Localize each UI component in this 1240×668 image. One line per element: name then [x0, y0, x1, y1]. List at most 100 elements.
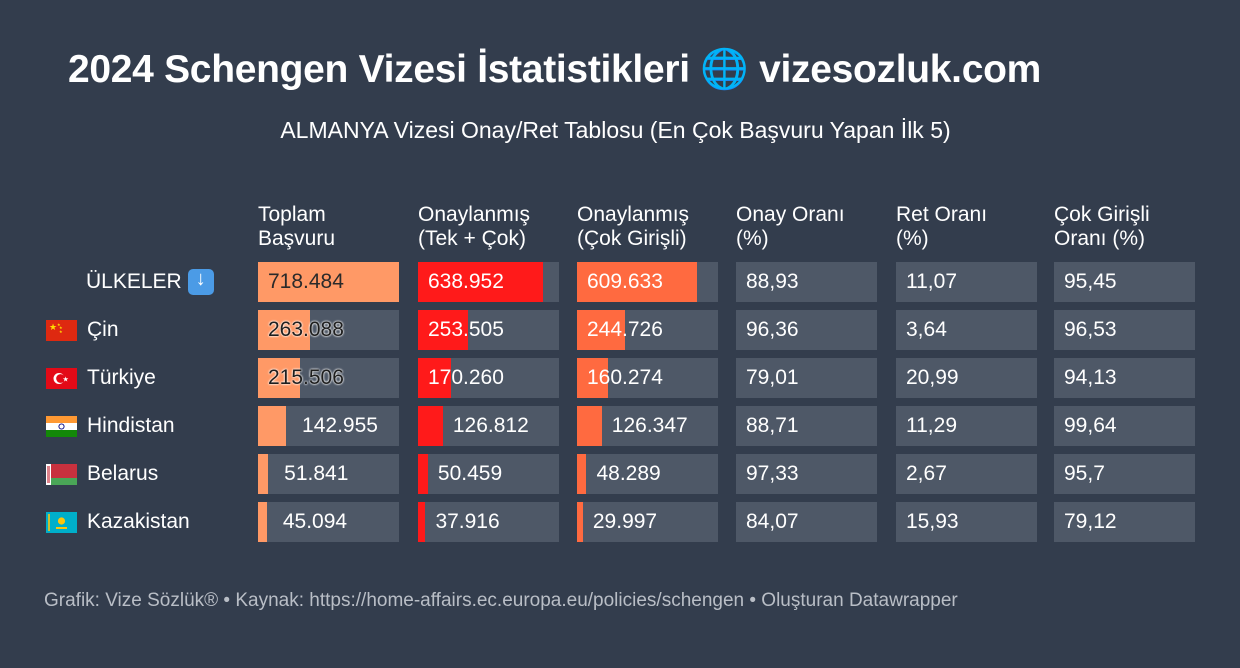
table-cell-reject-rate: 11,07 [896, 262, 1037, 302]
cell-value: 95,45 [1064, 270, 1117, 293]
cell-value: 88,71 [746, 414, 799, 437]
column-header-line: Başvuru [258, 227, 336, 250]
table-cell-multi-rate: 95,45 [1054, 262, 1195, 302]
column-header-multi-rate: Çok Girişli Oranı (%) [1054, 203, 1150, 251]
cell-value: 142.955 [302, 414, 378, 437]
belarus-flag-icon [46, 463, 77, 485]
bar-total [258, 502, 267, 542]
cell-value: 638.952 [428, 270, 504, 293]
row-label-country: ★ ★ ★ ★ Çin [46, 310, 119, 350]
table-cell-multi: 160.274 [577, 358, 718, 398]
cell-value: 51.841 [284, 462, 349, 485]
cell-value: 126.347 [611, 414, 688, 437]
table-cell-approve-rate: 88,71 [736, 406, 877, 446]
table-cell-total: 718.484 [258, 262, 399, 302]
bar-multi [577, 262, 697, 302]
cell-value: 263.088 [268, 318, 344, 341]
table-cell-multi-rate: 79,12 [1054, 502, 1195, 542]
table-cell-total: 51.841 [258, 454, 399, 494]
table-cell-total: 263.088 [258, 310, 399, 350]
column-header-line: Onay Oranı [736, 203, 845, 226]
bar-multi [577, 358, 609, 398]
cell-value: 126.812 [452, 414, 529, 437]
table-cell-approved: 126.812 [418, 406, 559, 446]
column-header-total: Toplam Başvuru [258, 203, 335, 251]
table-cell-multi-rate: 96,53 [1054, 310, 1195, 350]
bar-approved [418, 358, 452, 398]
table-cell-approve-rate: 96,36 [736, 310, 877, 350]
row-label-country: Kazakistan [46, 502, 190, 542]
svg-text:★: ★ [57, 322, 61, 327]
cell-value: 84,07 [746, 510, 799, 533]
table-cell-multi: 244.726 [577, 310, 718, 350]
bar-approved [418, 310, 468, 350]
table-cell-approved: 638.952 [418, 262, 559, 302]
bar-total [258, 262, 399, 302]
country-name: Hindistan [87, 414, 175, 437]
country-name: Türkiye [87, 366, 156, 389]
column-header-line: (Tek + Çok) [418, 227, 526, 250]
column-header-approved: Onaylanmış (Tek + Çok) [418, 203, 530, 251]
cell-value: 11,07 [906, 270, 957, 293]
column-header-multi: Onaylanmış (Çok Girişli) [577, 203, 689, 251]
cell-value: 609.633 [587, 270, 663, 293]
bar-multi [577, 406, 602, 446]
cell-value: 99,64 [1064, 414, 1117, 437]
india-flag-icon [46, 415, 77, 437]
row-label-country: ★ Türkiye [46, 358, 156, 398]
table-cell-reject-rate: 2,67 [896, 454, 1037, 494]
column-header-reject-rate: Ret Oranı (%) [896, 203, 987, 251]
cell-value: 45.094 [282, 510, 348, 533]
cell-value: 160.274 [587, 366, 663, 389]
cell-value: 215.506 [268, 366, 344, 389]
cell-value: 718.484 [268, 270, 344, 293]
china-flag-icon: ★ ★ ★ ★ [46, 319, 77, 341]
table-cell-multi: 48.289 [577, 454, 718, 494]
table-cell-approve-rate: 79,01 [736, 358, 877, 398]
table-cell-total: 45.094 [258, 502, 399, 542]
cell-value: 94,13 [1064, 366, 1117, 389]
column-header-line: (%) [736, 227, 769, 250]
svg-text:★: ★ [59, 329, 63, 334]
cell-value: 3,64 [906, 318, 947, 341]
table-cell-multi-rate: 94,13 [1054, 358, 1195, 398]
bar-total [258, 310, 310, 350]
bar-total [258, 406, 287, 446]
table-cell-multi: 609.633 [577, 262, 718, 302]
cell-value: 244.726 [587, 318, 663, 341]
chart-title: 2024 Schengen Vizesi İstatistikleri 🌐 vi… [68, 48, 1041, 91]
bar-approved [418, 502, 426, 542]
chart-footer: Grafik: Vize Sözlük® • Kaynak: https://h… [44, 590, 958, 611]
table-cell-reject-rate: 20,99 [896, 358, 1037, 398]
table-cell-total: 215.506 [258, 358, 399, 398]
bar-multi [577, 502, 583, 542]
table-cell-approve-rate: 84,07 [736, 502, 877, 542]
table-cell-approve-rate: 97,33 [736, 454, 877, 494]
bar-total [258, 454, 269, 494]
cell-value: 97,33 [746, 462, 799, 485]
bar-approved [418, 406, 443, 446]
cell-value: 170.260 [428, 366, 504, 389]
column-header-line: (%) [896, 227, 929, 250]
bar-multi [577, 454, 587, 494]
svg-text:★: ★ [63, 375, 69, 383]
row-label-header: ÜLKELER [86, 262, 214, 302]
table-cell-approved: 170.260 [418, 358, 559, 398]
row-label-country: Belarus [46, 454, 158, 494]
table-cell-approved: 50.459 [418, 454, 559, 494]
table-cell-approved: 253.505 [418, 310, 559, 350]
column-header-line: Çok Girişli [1054, 203, 1150, 226]
table-cell-reject-rate: 15,93 [896, 502, 1037, 542]
cell-value: 96,36 [746, 318, 799, 341]
kazakhstan-flag-icon [46, 511, 77, 533]
cell-value: 15,93 [906, 510, 959, 533]
table-cell-reject-rate: 3,64 [896, 310, 1037, 350]
row-label-country: Hindistan [46, 406, 175, 446]
table-cell-multi-rate: 99,64 [1054, 406, 1195, 446]
cell-value: 2,67 [906, 462, 947, 485]
cell-value: 95,7 [1064, 462, 1105, 485]
bar-approved [418, 454, 428, 494]
table-cell-approve-rate: 88,93 [736, 262, 877, 302]
table-cell-multi: 29.997 [577, 502, 718, 542]
column-header-line: Ret Oranı [896, 203, 988, 226]
